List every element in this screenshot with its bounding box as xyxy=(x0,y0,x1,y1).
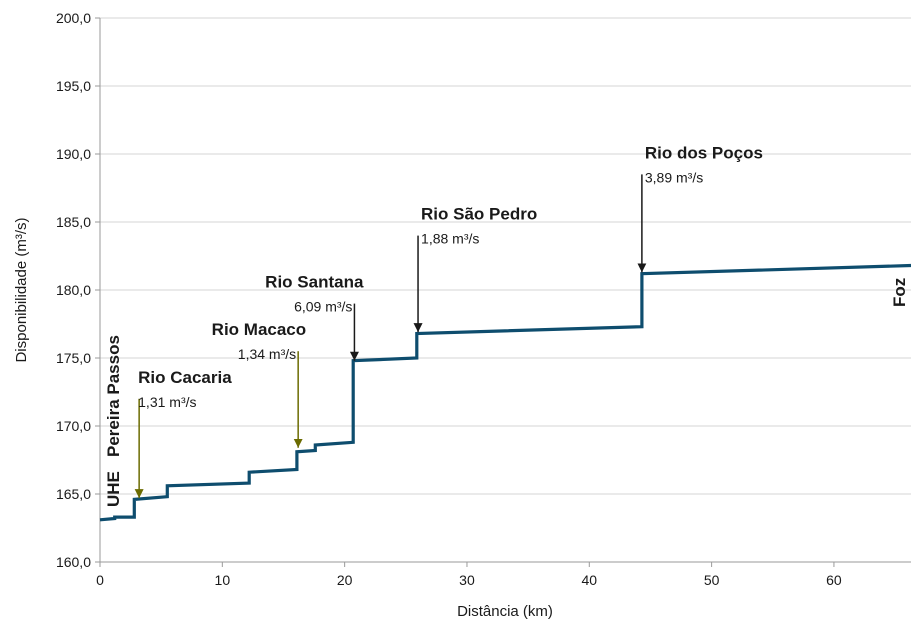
y-tick-label: 200,0 xyxy=(56,10,91,26)
x-tick-label: 10 xyxy=(215,572,231,588)
annotation-value-rio-macaco: 1,34 m³/s xyxy=(238,346,296,362)
annotation-unit: m³/s xyxy=(321,299,352,315)
annotation-title-rio-sao-pedro: Rio São Pedro xyxy=(421,205,537,224)
annotation-title-rio-cacaria: Rio Cacaria xyxy=(138,368,232,387)
y-tick-label: 195,0 xyxy=(56,78,91,94)
x-tick-label: 30 xyxy=(459,572,475,588)
x-tick-label: 0 xyxy=(96,572,104,588)
annotation-value-number: 1,34 xyxy=(238,346,265,362)
end-label-foz: Foz xyxy=(890,278,909,307)
y-tick-label: 190,0 xyxy=(56,146,91,162)
grid xyxy=(100,17,911,563)
series-line xyxy=(99,263,911,522)
annotation-value-number: 6,09 xyxy=(294,299,321,315)
annotation-value-number: 1,88 xyxy=(421,231,448,247)
annotation-unit: m³/s xyxy=(448,231,479,247)
annotation-unit: m³/s xyxy=(165,394,196,410)
annotation-value-number: 3,89 xyxy=(645,169,672,185)
annotation-title-rio-macaco: Rio Macaco xyxy=(212,320,306,339)
annotation-value-rio-cacaria: 1,31 m³/s xyxy=(138,394,196,410)
x-tick-labels: 0 10 20 30 40 50 60 xyxy=(96,562,842,588)
annotation-value-number: 1,31 xyxy=(138,394,165,410)
y-tick-label: 170,0 xyxy=(56,418,91,434)
annotation-title-rio-santana: Rio Santana xyxy=(265,273,364,292)
y-tick-label: 165,0 xyxy=(56,486,91,502)
y-tick-labels: 160,0 165,0 170,0 175,0 180,0 185,0 190,0 195,0… xyxy=(56,10,100,570)
y-tick-label: 160,0 xyxy=(56,554,91,570)
annotation-title-rio-dos-pocos: Rio dos Poços xyxy=(645,143,763,162)
annotations: Rio Cacaria 1,31 m³/s Rio Macaco 1,34 m³/s R… xyxy=(134,143,763,499)
annotation-unit: m³/s xyxy=(265,346,296,362)
y-axis-title: Disponibilidade (m³/s) xyxy=(13,217,30,362)
start-label-pereira-passos: Pereira Passos xyxy=(104,335,123,457)
annotation-value-rio-dos-pocos: 3,89 m³/s xyxy=(645,169,703,185)
start-label-uhe: UHE xyxy=(104,471,123,507)
y-tick-label: 175,0 xyxy=(56,350,91,366)
y-tick-label: 180,0 xyxy=(56,282,91,298)
y-tick-label: 185,0 xyxy=(56,214,91,230)
annotation-unit: m³/s xyxy=(672,169,703,185)
annotation-value-rio-santana: 6,09 m³/s xyxy=(294,299,352,315)
annotation-value-rio-sao-pedro: 1,88 m³/s xyxy=(421,231,479,247)
x-tick-label: 60 xyxy=(826,572,842,588)
x-tick-label: 50 xyxy=(704,572,720,588)
x-tick-label: 20 xyxy=(337,572,353,588)
x-tick-label: 40 xyxy=(582,572,598,588)
x-axis-title: Distância (km) xyxy=(457,603,553,620)
series xyxy=(99,263,911,522)
